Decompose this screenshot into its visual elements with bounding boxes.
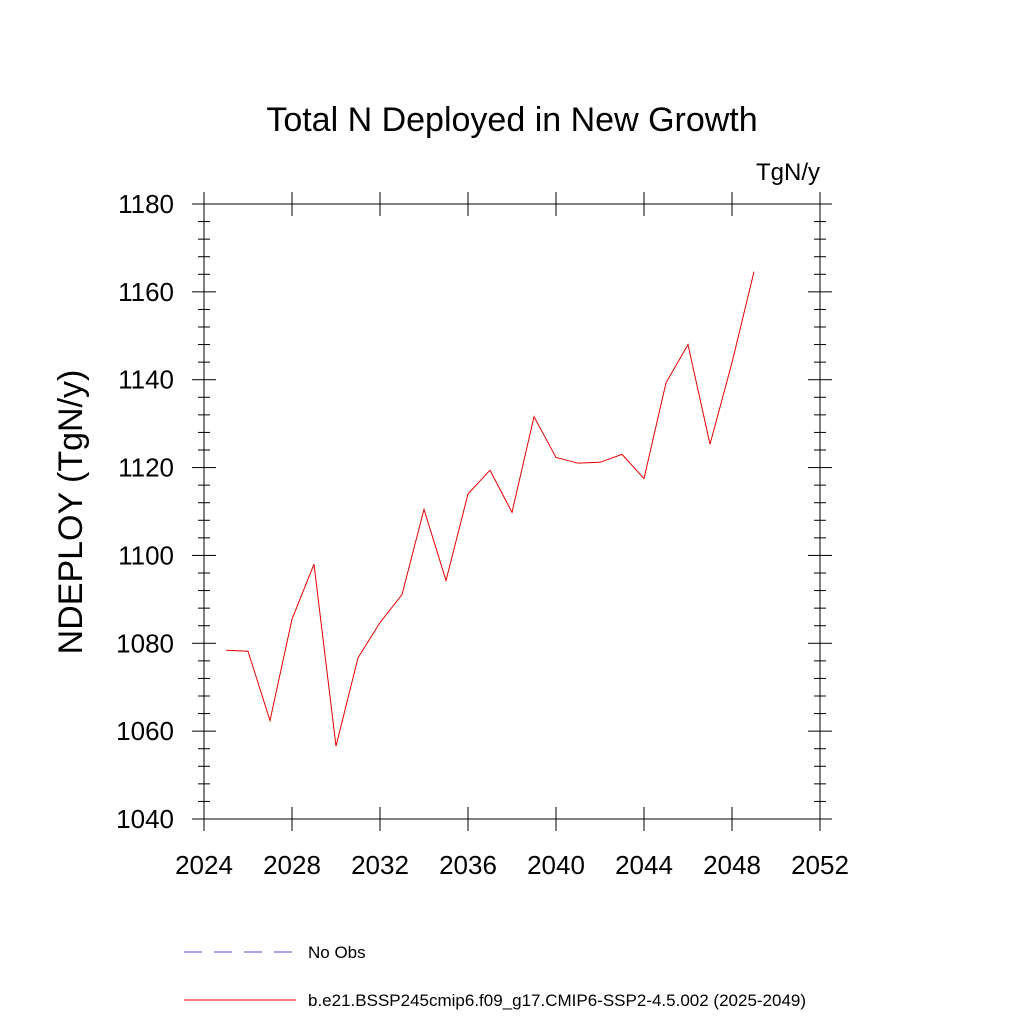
x-tick-label: 2024 [175,850,233,880]
y-tick-label: 1140 [118,365,174,395]
y-tick-label: 1180 [118,189,174,219]
axis-tick-labels: 2024 2028 2032 2036 2040 2044 2048 2052 1040 1060… [116,189,849,880]
units-label: TgN/y [756,159,820,186]
y-tick-label: 1060 [116,716,174,746]
y-tick-label: 1080 [116,628,174,658]
plot-frame [203,203,821,820]
x-tick-label: 2036 [439,850,497,880]
x-tick-label: 2028 [263,850,321,880]
y-tick-label: 1120 [118,453,174,483]
y-tick-label: 1160 [118,277,174,307]
x-tick-label: 2048 [703,850,761,880]
x-tick-label: 2044 [615,850,673,880]
y-axis-label: NDEPLOY (TgN/y) [52,370,90,655]
x-tick-label: 2032 [351,850,409,880]
series-line [225,271,755,747]
x-tick-label: 2052 [791,850,849,880]
y-tick-label: 1040 [116,804,174,834]
axis-ticks [192,192,832,831]
legend-label: No Obs [308,943,366,962]
x-tick-label: 2040 [527,850,585,880]
y-tick-label: 1100 [118,540,174,570]
legend: No Obs b.e21.BSSP245cmip6.f09_g17.CMIP6-S… [184,943,806,1010]
legend-label: b.e21.BSSP245cmip6.f09_g17.CMIP6-SSP2-4.… [308,991,806,1010]
chart-title: Total N Deployed in New Growth [266,101,757,139]
series-layer [225,271,755,747]
